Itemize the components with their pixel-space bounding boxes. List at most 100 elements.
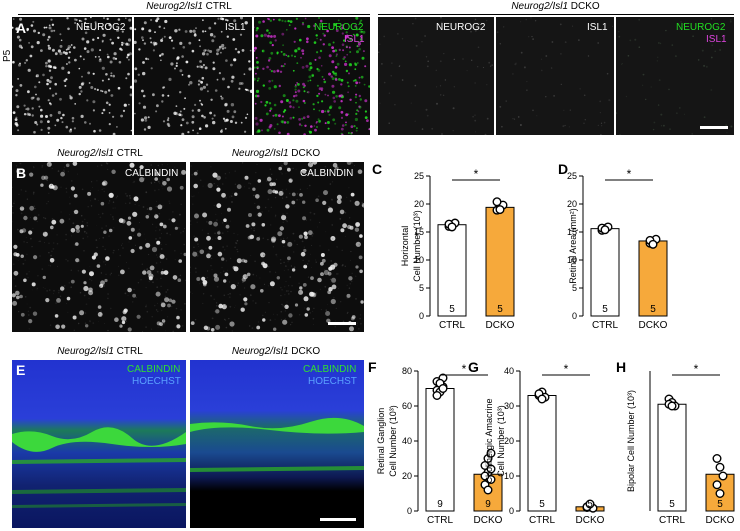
genotype-label: DCKO [288, 346, 321, 357]
y-tick-label: 20 [504, 436, 514, 446]
bar-dcko [575, 506, 605, 512]
y-axis-label: Bipolar Cell Number (10³) [626, 390, 636, 492]
n-label: 5 [669, 499, 675, 510]
gene-name: Neurog2/Isl1 [231, 346, 289, 357]
bar-dcko [485, 206, 515, 317]
data-point [667, 401, 677, 411]
stain-label: CALBINDIN [300, 168, 354, 179]
x-tick-label: CTRL [592, 320, 619, 331]
data-point [483, 454, 493, 464]
y-tick-label: 40 [402, 436, 412, 446]
data-point [432, 377, 442, 387]
data-point [480, 461, 490, 471]
n-label: 5 [717, 499, 723, 510]
data-point [648, 239, 658, 249]
n-label: 5 [539, 499, 545, 510]
y-axis-label: Horizontal [400, 226, 410, 267]
data-point [486, 475, 496, 485]
x-tick-label: CTRL [427, 515, 454, 526]
data-point [651, 234, 661, 244]
data-point [664, 399, 674, 409]
data-point [450, 218, 460, 228]
y-tick-label: 25 [567, 171, 577, 181]
data-point [582, 502, 592, 512]
data-point [600, 224, 610, 234]
y-axis-label: Cell Number (10³) [412, 210, 422, 282]
genotype-label: DCKO [288, 148, 321, 159]
data-point [492, 197, 502, 207]
x-tick-label: DCKO [576, 515, 605, 526]
y-tick-label: 30 [504, 401, 514, 411]
data-point [480, 471, 490, 481]
data-point [432, 385, 442, 395]
y-tick-label: 0 [419, 311, 424, 321]
data-point [670, 401, 680, 411]
x-tick-label: CTRL [439, 320, 466, 331]
genotype-label: CTRL [202, 1, 232, 12]
data-point [597, 225, 607, 235]
channel-label-green: NEUROG2 [314, 22, 364, 33]
y-axis-label: Retinal Ganglion [376, 408, 386, 475]
genotype-label: CTRL [113, 148, 143, 159]
channel-label: NEUROG2 [76, 22, 126, 33]
y-tick-label: 20 [402, 471, 412, 481]
y-tick-label: 25 [414, 171, 424, 181]
gene-name: Neurog2/Isl1 [57, 148, 114, 159]
data-point [435, 378, 445, 388]
panel-label-c: C [372, 161, 382, 177]
bar-dcko [638, 240, 668, 317]
data-point [712, 454, 722, 464]
data-point [585, 499, 595, 509]
calbindin-hoechst-ctrl-micrograph [12, 360, 186, 528]
data-point [438, 382, 448, 392]
y-tick-label: 5 [572, 283, 577, 293]
x-tick-label: CTRL [659, 515, 686, 526]
data-point [486, 448, 496, 458]
gene-name: Neurog2/Isl1 [231, 148, 289, 159]
gene-name: Neurog2/Isl1 [511, 1, 569, 12]
data-point [480, 480, 490, 490]
panel-label-b: B [16, 165, 27, 181]
n-label: 5 [602, 304, 608, 315]
data-point [715, 489, 725, 499]
data-point [498, 200, 508, 210]
isl1-dcko-micrograph [496, 17, 614, 135]
data-point [432, 391, 442, 401]
data-point [444, 219, 454, 229]
row-b-dcko-header: Neurog2/Isl1 DCKO [188, 148, 364, 159]
data-point [712, 480, 722, 490]
data-point [435, 387, 445, 397]
data-point [492, 205, 502, 215]
y-tick-label: 15 [567, 227, 577, 237]
bar-ctrl [527, 395, 557, 512]
bar-dcko [473, 473, 503, 512]
panel-label-f: F [368, 359, 377, 375]
isl1-ctrl-micrograph [134, 17, 252, 135]
channel-label-magenta: ISL1 [344, 34, 365, 45]
data-point [600, 225, 610, 235]
y-axis-label: Cell Number (10³) [388, 405, 398, 477]
data-point [534, 391, 544, 401]
panel-label-d: D [558, 161, 568, 177]
merge-dcko-micrograph [616, 17, 734, 135]
row-b-ctrl-header: Neurog2/Isl1 CTRL [12, 148, 188, 159]
data-point [715, 462, 725, 472]
panel-label-h: H [616, 359, 626, 375]
panel-label-e: E [16, 362, 26, 378]
data-point [585, 501, 595, 511]
data-point [438, 373, 448, 383]
n-label: 5 [497, 304, 503, 315]
scale-bar [328, 322, 356, 325]
n-label: 5 [650, 304, 656, 315]
data-point [648, 237, 658, 247]
data-point [645, 235, 655, 245]
merge-ctrl-micrograph [254, 17, 370, 135]
header-rule [18, 14, 370, 15]
x-tick-label: DCKO [639, 320, 668, 331]
bar-ctrl [590, 228, 620, 317]
channel-label-green: NEUROG2 [676, 22, 726, 33]
n-label: 9 [437, 499, 443, 510]
y-tick-label: 10 [504, 471, 514, 481]
data-point [486, 464, 496, 474]
genotype-label: DCKO [568, 1, 600, 12]
